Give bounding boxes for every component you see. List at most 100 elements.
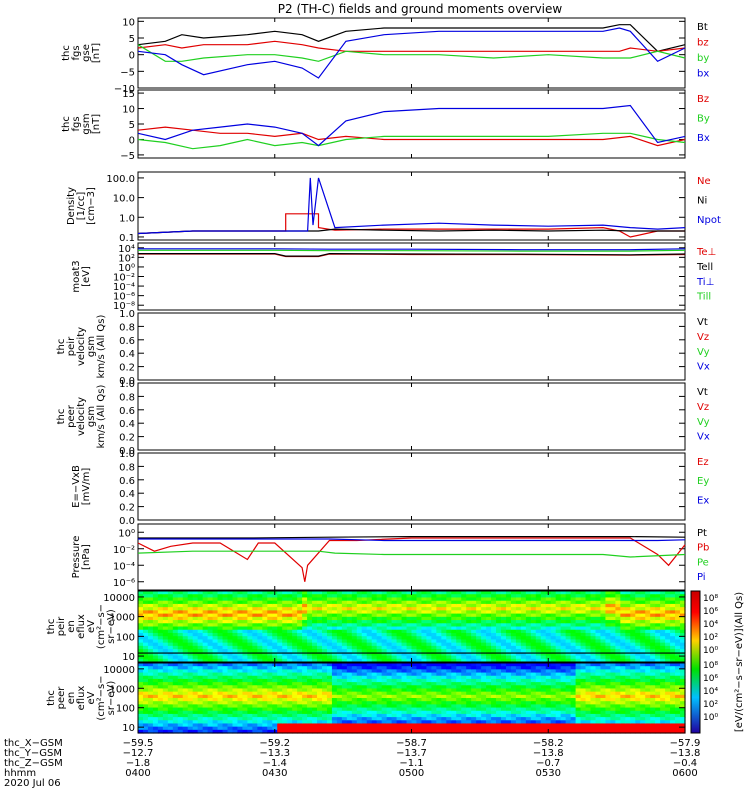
spectrogram-cell [351, 704, 358, 709]
spectrogram-cell [396, 685, 403, 690]
spectrogram-cell [540, 707, 547, 712]
spectrogram-cell [162, 675, 169, 680]
spectrogram-cell [535, 610, 542, 615]
spectrogram-cell [302, 685, 308, 690]
spectrogram-cell [525, 682, 532, 686]
spectrogram-cell [356, 678, 363, 683]
spectrogram-cell [317, 600, 323, 605]
spectrogram-cell [257, 723, 263, 728]
spectrogram-cell [486, 717, 492, 721]
spectrogram-cell [436, 626, 442, 631]
spectrogram-cell [675, 629, 681, 634]
series-line [137, 132, 686, 150]
spectrogram-cell [471, 688, 477, 693]
spectrogram-cell [182, 726, 189, 731]
spectrogram-cell [625, 682, 631, 686]
spectrogram-cell [212, 642, 219, 647]
spectrogram-cell [635, 663, 641, 667]
spectrogram-cell [182, 616, 189, 621]
spectrogram-cell [237, 652, 244, 657]
spectrogram-cell [595, 710, 602, 715]
spectrogram-cell [152, 717, 159, 721]
spectrogram-cell [277, 698, 283, 702]
spectrogram-cell [197, 607, 204, 611]
spectrogram-cell [620, 594, 626, 599]
spectrogram-cell [600, 594, 607, 599]
spectrogram-cell [431, 649, 437, 653]
spectrogram-cell [326, 600, 333, 605]
spectrogram-cell [620, 729, 626, 734]
spectrogram-cell [287, 620, 293, 624]
spectrogram-cell [680, 655, 686, 660]
spectrogram-cell [505, 639, 512, 644]
spectrogram-cell [356, 629, 363, 634]
spectrogram-cell [381, 629, 388, 634]
spectrogram-cell [366, 616, 373, 621]
spectrogram-cell [272, 713, 278, 718]
spectrogram-cell [451, 649, 457, 653]
spectrogram-cell [471, 669, 477, 674]
spectrogram-cell [650, 629, 656, 634]
spectrogram-cell [496, 649, 502, 653]
spectrogram-cell [560, 675, 567, 680]
spectrogram-cell [321, 613, 328, 618]
spectrogram-cell [307, 669, 313, 674]
spectrogram-cell [381, 723, 388, 728]
spectrogram-cell [401, 710, 408, 715]
spectrogram-cell [625, 655, 631, 660]
spectrogram-cell [535, 626, 542, 631]
spectrogram-cell [540, 710, 547, 715]
spectrogram-cell [361, 682, 368, 686]
spectrogram-cell [312, 717, 318, 721]
spectrogram-cell [530, 726, 537, 731]
spectrogram-cell [262, 600, 268, 605]
spectrogram-cell [426, 691, 432, 696]
spectrogram-cell [550, 652, 557, 657]
spectrogram-cell [366, 600, 373, 605]
spectrogram-cell [282, 713, 288, 718]
spectrogram-cell [605, 607, 612, 611]
spectrogram-cell [351, 707, 358, 712]
spectrogram-cell [336, 691, 343, 696]
spectrogram-cell [411, 652, 418, 657]
panel-frame [137, 523, 686, 591]
spectrogram-cell [585, 666, 592, 670]
spectrogram-cell [346, 663, 353, 667]
spectrogram-cell [520, 707, 527, 712]
spectrogram-cell [312, 726, 318, 731]
spectrogram-cell [341, 658, 348, 663]
spectrogram-cell [307, 663, 313, 667]
spectrogram-cell [371, 707, 378, 712]
spectrogram-cell [401, 713, 408, 718]
spectrogram-cell [371, 720, 378, 725]
spectrogram-cell [660, 610, 666, 615]
spectrogram-cell [242, 717, 248, 721]
spectrogram-cell [640, 652, 646, 657]
spectrogram-cell [177, 726, 184, 731]
spectrogram-cell [336, 663, 343, 667]
spectrogram-cell [138, 620, 144, 624]
spectrogram-cell [481, 717, 487, 721]
spectrogram-cell [550, 717, 557, 721]
spectrogram-cell [307, 717, 313, 721]
spectrogram-cell [232, 658, 239, 663]
spectrogram-cell [540, 597, 547, 602]
spectrogram-cell [312, 639, 318, 644]
spectrogram-cell [142, 600, 149, 605]
spectrogram-cell [620, 694, 626, 699]
spectrogram-cell [192, 616, 199, 621]
spectrogram-cell [361, 713, 368, 718]
spectrogram-cell [247, 613, 253, 618]
spectrogram-cell [267, 652, 273, 657]
spectrogram-cell [630, 694, 636, 699]
spectrogram-cell [222, 623, 229, 628]
spectrogram-cell [670, 620, 676, 624]
spectrogram-cell [222, 688, 229, 693]
y-tick-label: 0.1 [119, 233, 135, 244]
spectrogram-cell [376, 678, 383, 683]
spectrogram-cell [620, 713, 626, 718]
spectrogram-cell [396, 645, 403, 650]
spectrogram-cell [486, 723, 492, 728]
spectrogram-cell [307, 597, 313, 602]
spectrogram-cell [217, 682, 224, 686]
